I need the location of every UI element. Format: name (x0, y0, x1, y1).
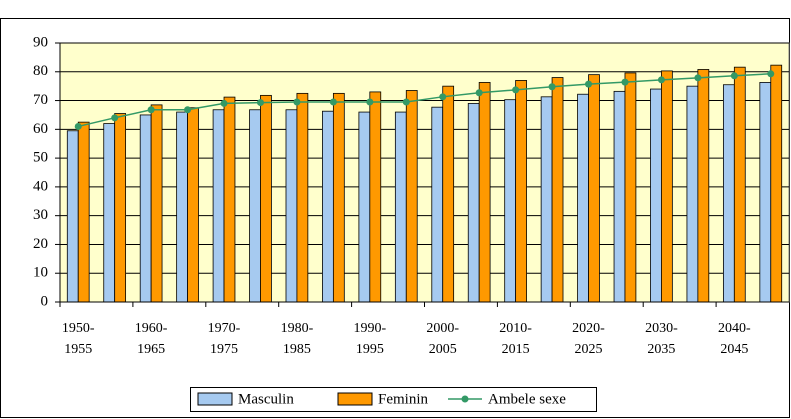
bar (103, 123, 116, 303)
line-point (585, 80, 593, 88)
bar (442, 85, 455, 303)
bar (223, 96, 236, 303)
x-tick-label: 1970- 1975 (207, 321, 241, 357)
bar (759, 82, 772, 303)
y-tick-label: 80 (33, 63, 48, 79)
bar (322, 110, 334, 303)
bar (260, 94, 272, 303)
legend-label: Masculin (238, 391, 294, 407)
y-tick-label: 50 (33, 150, 48, 166)
bar (77, 121, 90, 303)
line-point (512, 86, 520, 94)
y-tick-label: 60 (33, 121, 48, 137)
bar (686, 85, 699, 303)
line-point (548, 83, 556, 91)
bar (150, 104, 163, 303)
line-point (767, 70, 775, 78)
x-tick-label: 1960- 1965 (134, 321, 168, 357)
bar (661, 70, 673, 303)
bar (697, 69, 710, 303)
x-tick-label: 2010- 2015 (499, 321, 532, 357)
bar (394, 111, 407, 303)
line-point (366, 98, 374, 106)
legend-swatch (337, 392, 373, 406)
bar (577, 93, 589, 303)
line-point (256, 99, 264, 107)
bar (650, 88, 662, 303)
line-point (329, 98, 337, 106)
line-point (111, 114, 119, 122)
y-tick-label: 70 (33, 92, 48, 108)
bar (478, 82, 491, 303)
bar (515, 80, 527, 303)
x-tick-label: 2000- 2005 (426, 321, 460, 357)
line-point (220, 99, 228, 107)
line-point (475, 89, 483, 97)
bar (296, 92, 309, 303)
plot-area (59, 42, 790, 303)
line (78, 73, 771, 128)
bar (114, 113, 127, 303)
y-tick-label: 40 (33, 178, 48, 194)
line-point (657, 76, 665, 84)
bar (212, 109, 225, 303)
bar (285, 109, 298, 303)
bar (431, 106, 444, 303)
x-tick-label: 1950- 1955 (61, 321, 95, 357)
line-point (730, 72, 738, 80)
legend-box (190, 387, 597, 412)
y-tick-label: 10 (33, 265, 48, 281)
bar (405, 90, 418, 303)
bar (504, 99, 517, 303)
x-tick-label: 2040- 2045 (717, 321, 751, 357)
bar (624, 72, 637, 303)
bar (722, 84, 735, 303)
bar (369, 91, 382, 303)
bar (467, 103, 480, 303)
line-point (184, 106, 192, 114)
line-point (293, 98, 301, 106)
y-tick-label: 20 (33, 236, 48, 252)
bar (249, 109, 261, 303)
bar (358, 111, 371, 303)
y-tick-label: 0 (41, 293, 49, 309)
line-point (147, 106, 155, 114)
bar (332, 92, 345, 303)
x-tick-label: 2030- 2035 (645, 321, 678, 357)
legend-label: Feminin (378, 391, 429, 407)
bar (66, 130, 79, 303)
bar (588, 74, 600, 303)
line-point (402, 98, 410, 106)
bar (187, 107, 199, 303)
line-point (439, 93, 447, 101)
line-point (74, 122, 82, 130)
bar (540, 96, 553, 303)
legend-label: Ambele sexe (488, 391, 566, 407)
x-tick-label: 1980- 1985 (280, 321, 314, 357)
x-tick-label: 2020- 2025 (572, 321, 605, 357)
y-tick-label: 30 (33, 207, 48, 223)
bar (551, 77, 564, 303)
bar (733, 66, 746, 303)
line-point (621, 78, 629, 86)
line-point (694, 74, 702, 82)
legend-marker (461, 395, 469, 403)
bar (770, 64, 783, 303)
y-tick-label: 90 (33, 34, 48, 50)
bar (139, 114, 152, 303)
bar (176, 111, 188, 303)
bar (613, 90, 626, 303)
x-tick-label: 1990- 1995 (353, 321, 387, 357)
legend-swatch (197, 392, 233, 406)
